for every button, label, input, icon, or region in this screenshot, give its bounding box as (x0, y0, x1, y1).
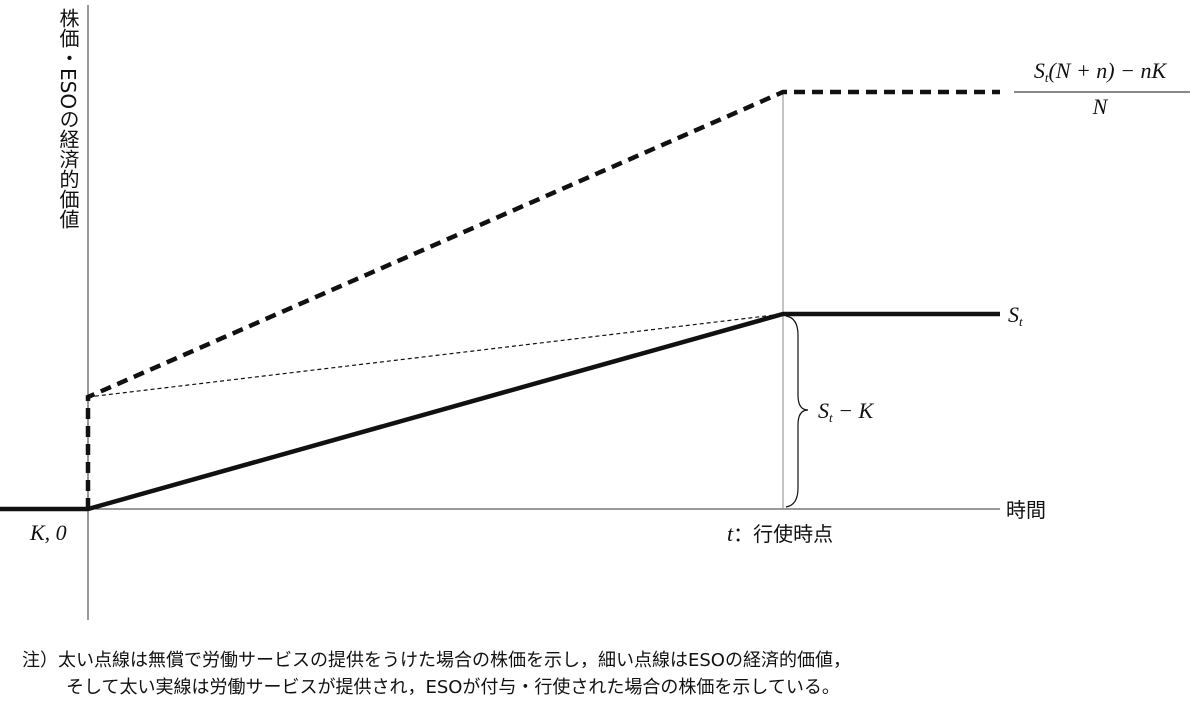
origin-label: K, 0 (29, 520, 67, 545)
x-axis-label: 時間 (1006, 498, 1046, 522)
note-line: そして太い実線は労働サービスが提供され，ESOが付与・行使された場合の株価を示し… (66, 677, 840, 698)
free-service-price-line (85, 89, 1000, 509)
brace (785, 315, 809, 508)
exercise-symbol: t (727, 521, 734, 546)
exercise-text: ：行使時点 (733, 522, 833, 546)
stock-price-label: St (1008, 302, 1023, 329)
eso-value-line (87, 313, 784, 398)
rest: − K (833, 398, 875, 423)
numerator-rest: (N + n) − nK (1048, 58, 1167, 83)
eso-value-label: St − K (818, 398, 874, 425)
formula-numerator: St(N + n) − nK (1034, 58, 1168, 85)
note-line: 注）太い点線は無償で労働サービスの提供をうけた場合の株価を示し，細い点線はESO… (22, 650, 851, 671)
formula-denominator: N (1092, 94, 1109, 119)
exercise-label: t：行使時点 (727, 521, 833, 546)
symbol: S (1034, 58, 1045, 83)
subscript: t (829, 410, 833, 425)
stock-price-line (0, 311, 1000, 512)
y-axis-label: 株価・ESOの経済的価値 (56, 8, 80, 229)
symbol: S (818, 398, 829, 423)
symbol: S (1008, 302, 1019, 327)
subscript: t (1045, 70, 1049, 85)
subscript: t (1019, 314, 1023, 329)
